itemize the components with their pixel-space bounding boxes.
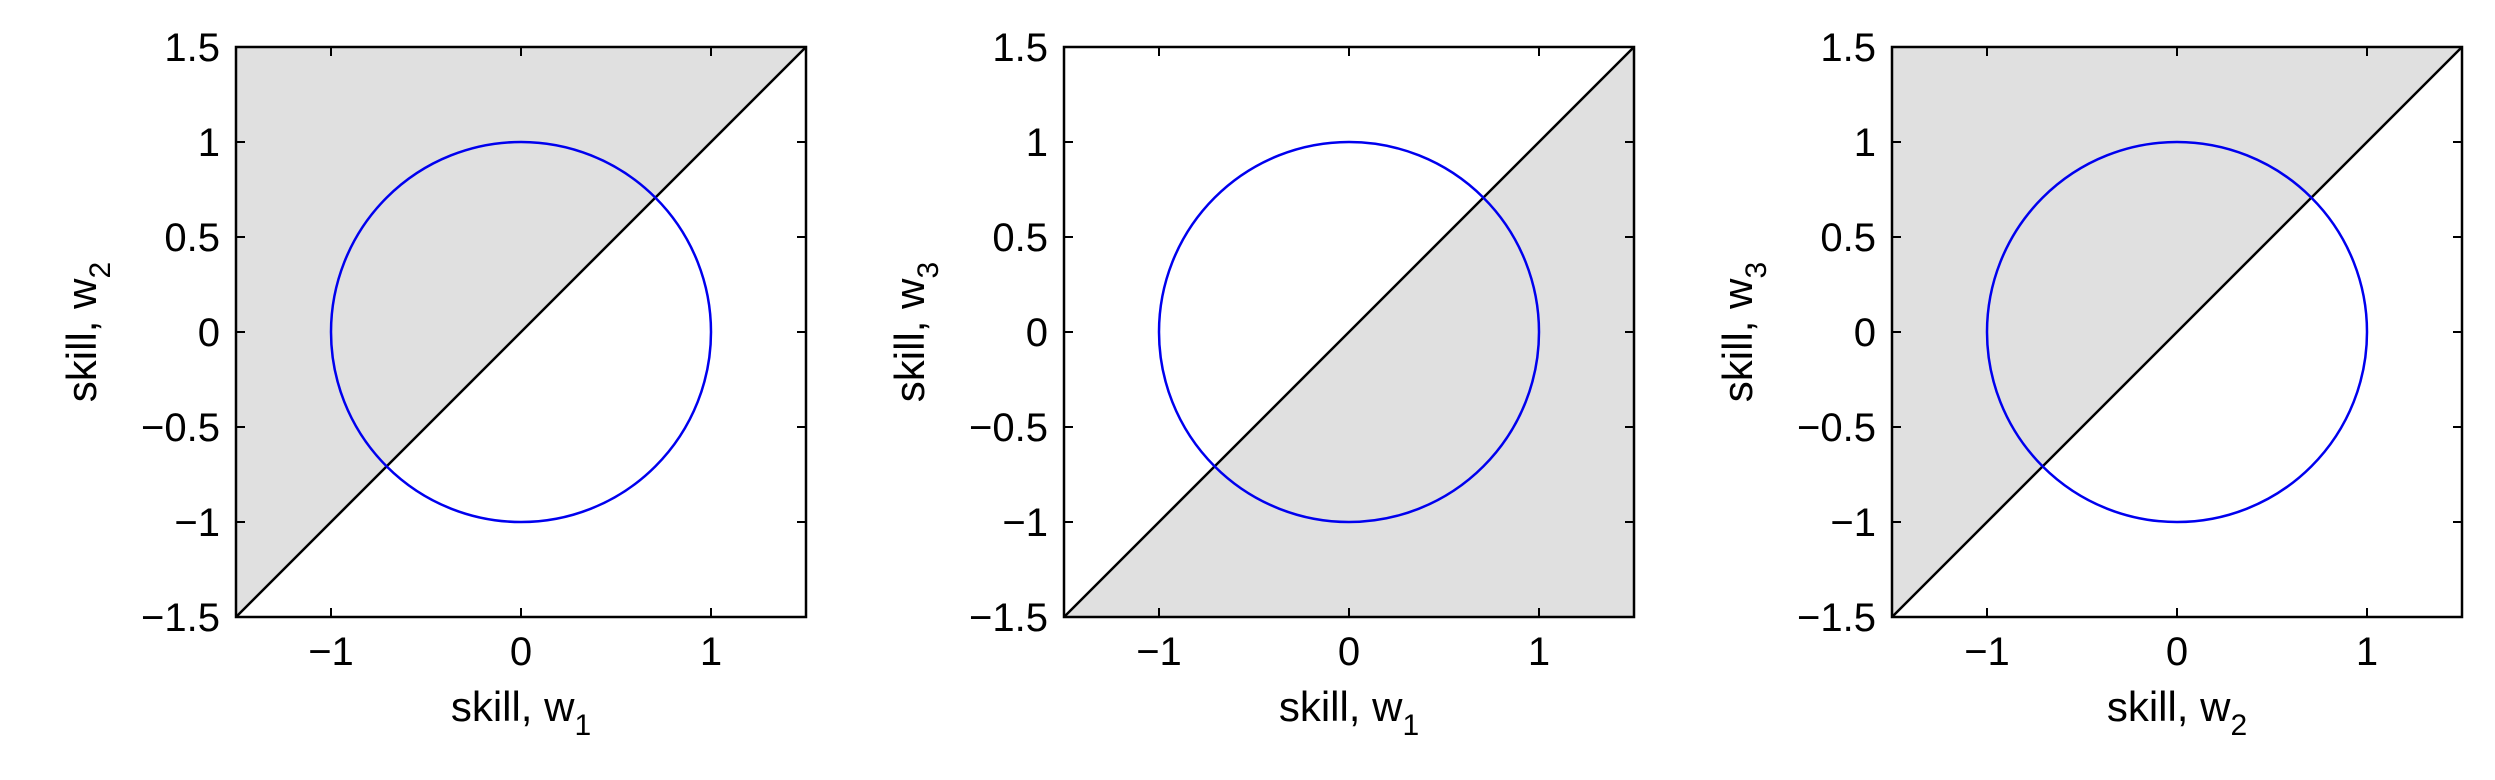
y-tick-label: 1.5: [164, 26, 220, 70]
x-tick-label: 1: [1528, 630, 1550, 674]
y-tick-label: −0.5: [141, 406, 220, 450]
y-tick-label: −1.5: [1797, 596, 1876, 640]
x-tick-label: 0: [510, 630, 532, 674]
y-tick-label: 0: [1854, 311, 1876, 355]
y-tick-label: 1: [1026, 121, 1048, 165]
y-axis-label: skill, w3: [886, 262, 945, 402]
diagonal-line: [235, 46, 807, 618]
x-tick-label: −1: [308, 630, 354, 674]
y-tick-label: 1.5: [992, 26, 1048, 70]
y-axis-label-subscript: 3: [1740, 262, 1773, 279]
y-axis-label: skill, w2: [58, 262, 117, 402]
x-axis-label: skill, w2: [2107, 683, 2247, 742]
y-tick-label: 1.5: [1820, 26, 1876, 70]
chart-panel-2: −1 0 1 −1.5 −1 −0.5 0 0.5 1 1.5 skill, w1 skill, w3: [886, 26, 1636, 742]
y-axis-label-subscript: 2: [84, 262, 117, 279]
x-tick-label: −1: [1964, 630, 2010, 674]
x-tick-label: 1: [700, 630, 722, 674]
x-axis-label: skill, w1: [1279, 683, 1419, 742]
y-tick-label: −1: [174, 501, 220, 545]
y-axis-label: skill, w3: [1714, 262, 1773, 402]
y-tick-label: 1: [198, 121, 220, 165]
x-tick-label: −1: [1136, 630, 1182, 674]
y-tick-label: 0.5: [164, 216, 220, 260]
y-tick-label: −1: [1830, 501, 1876, 545]
circle-curve: [1157, 140, 1541, 524]
x-axis-label-subscript: 2: [2230, 709, 2247, 742]
chart-panel-1: −1 0 1 −1.5 −1 −0.5 0 0.5 1 1.5 skill, w1 skill, w2: [58, 26, 808, 742]
y-tick-label: −0.5: [1797, 406, 1876, 450]
x-axis-label-subscript: 1: [1402, 709, 1419, 742]
y-axis-label-subscript: 3: [912, 262, 945, 279]
circle-curve: [1985, 140, 2369, 524]
y-tick-label: −0.5: [969, 406, 1048, 450]
y-tick-label: −1: [1002, 501, 1048, 545]
circle-curve: [329, 140, 713, 524]
y-tick-label: 0.5: [1820, 216, 1876, 260]
diagonal-line: [1891, 46, 2463, 618]
x-tick-label: 0: [1338, 630, 1360, 674]
y-tick-label: −1.5: [141, 596, 220, 640]
y-tick-label: −1.5: [969, 596, 1048, 640]
x-axis-label-subscript: 1: [574, 709, 591, 742]
x-tick-label: 1: [2356, 630, 2378, 674]
x-axis-label: skill, w1: [451, 683, 591, 742]
y-tick-label: 1: [1854, 121, 1876, 165]
y-tick-label: 0: [1026, 311, 1048, 355]
y-tick-label: 0.5: [992, 216, 1048, 260]
x-tick-label: 0: [2166, 630, 2188, 674]
diagonal-line: [1063, 46, 1635, 618]
y-tick-label: 0: [198, 311, 220, 355]
chart-panel-3: −1 0 1 −1.5 −1 −0.5 0 0.5 1 1.5 skill, w2 skill, w3: [1714, 26, 2464, 742]
